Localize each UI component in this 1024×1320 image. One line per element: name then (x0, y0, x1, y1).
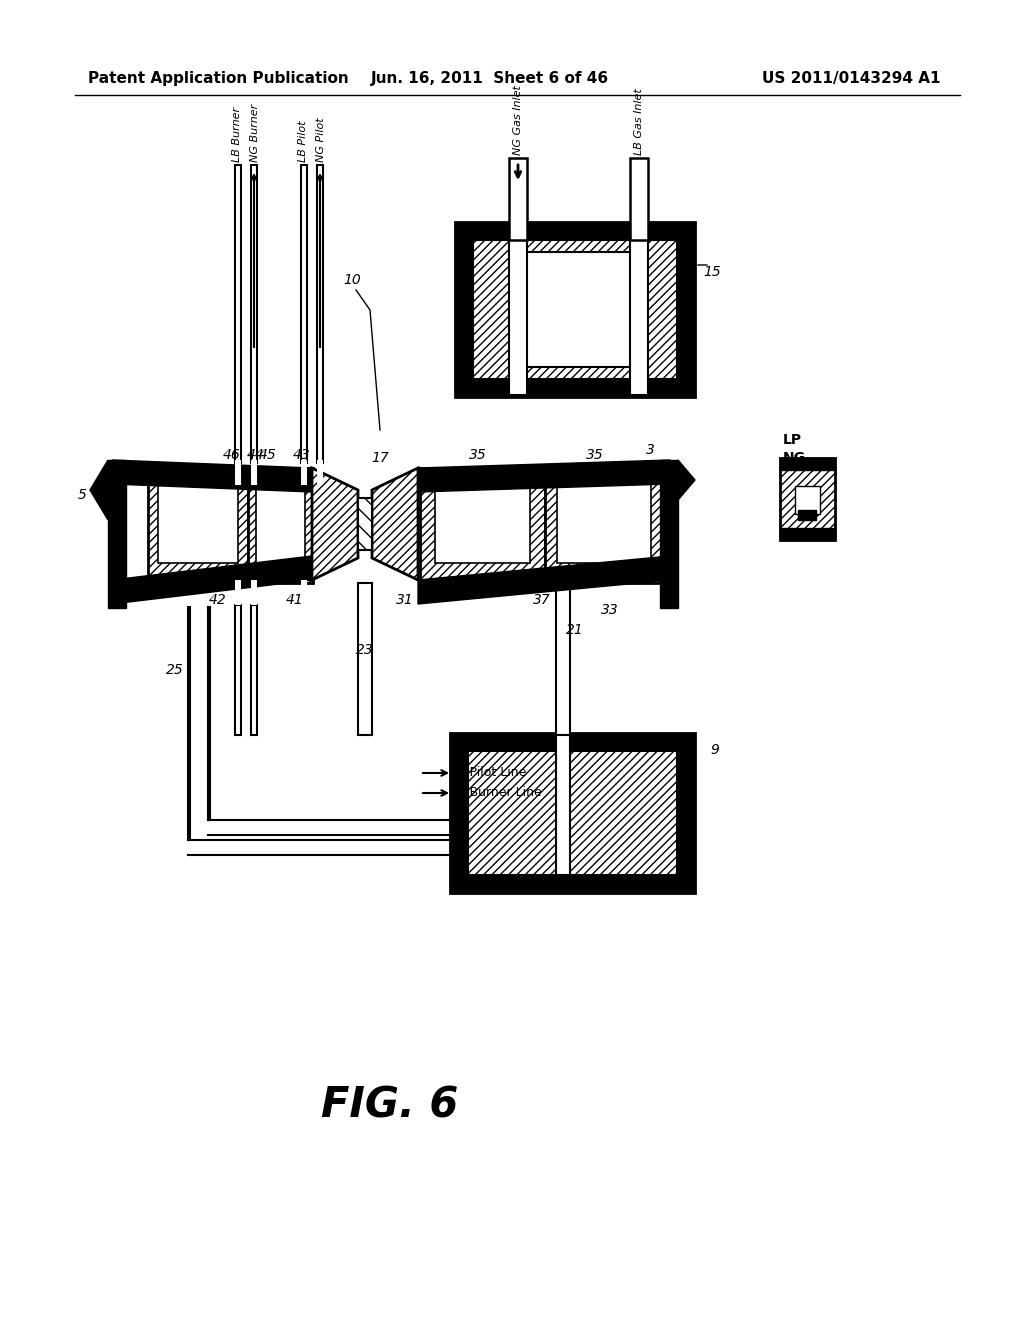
Bar (251, 165, 257, 463)
Text: NG Pilot: NG Pilot (316, 117, 326, 162)
Text: 42: 42 (209, 593, 227, 607)
Text: 41: 41 (286, 593, 304, 607)
Text: 31: 31 (396, 593, 414, 607)
Bar (317, 165, 323, 463)
Text: ← Pilot Line: ← Pilot Line (455, 767, 526, 780)
Text: US 2011/0143294 A1: US 2011/0143294 A1 (762, 70, 940, 86)
Bar (234, 605, 241, 735)
Polygon shape (418, 459, 670, 492)
Text: 9: 9 (711, 743, 720, 756)
Bar (455, 222, 695, 397)
Bar (358, 498, 372, 550)
Bar (545, 469, 663, 583)
Text: 37: 37 (534, 593, 551, 607)
Bar (301, 459, 307, 484)
Bar (158, 483, 238, 564)
Text: 23: 23 (356, 643, 374, 657)
Bar (234, 579, 241, 605)
Polygon shape (112, 459, 312, 492)
Bar (251, 579, 257, 605)
Bar (556, 583, 570, 735)
Text: 10: 10 (343, 273, 360, 286)
Text: 46: 46 (223, 447, 241, 462)
Bar (798, 510, 816, 520)
Bar (509, 158, 527, 240)
Text: 25: 25 (166, 663, 184, 677)
Text: 45: 45 (259, 447, 276, 462)
Bar (630, 240, 648, 395)
Bar (780, 458, 835, 540)
Text: 33: 33 (601, 603, 618, 616)
Text: LB Burner: LB Burner (232, 107, 242, 162)
Bar (780, 528, 835, 540)
Bar (473, 240, 677, 379)
Text: LB Gas Inlet: LB Gas Inlet (634, 88, 644, 154)
Polygon shape (678, 459, 695, 500)
Polygon shape (312, 469, 358, 579)
Bar (108, 459, 126, 609)
Text: NG Gas Inlet: NG Gas Inlet (513, 84, 523, 154)
Text: 35: 35 (586, 447, 604, 462)
Bar (234, 165, 241, 463)
Text: 21: 21 (566, 623, 584, 638)
Bar (509, 240, 527, 395)
Bar (358, 583, 372, 735)
Bar (795, 486, 820, 513)
Bar (317, 459, 323, 484)
Text: 35: 35 (469, 447, 486, 462)
Bar (557, 483, 651, 564)
Bar (556, 735, 570, 875)
Bar (435, 483, 530, 564)
Text: FIG. 6: FIG. 6 (322, 1084, 459, 1126)
Text: Jun. 16, 2011  Sheet 6 of 46: Jun. 16, 2011 Sheet 6 of 46 (371, 70, 609, 86)
Text: 5: 5 (78, 488, 86, 502)
Text: Patent Application Publication: Patent Application Publication (88, 70, 349, 86)
Bar (317, 579, 323, 605)
Text: 3: 3 (645, 444, 654, 457)
Text: NG Burner: NG Burner (250, 104, 260, 162)
Bar (510, 252, 640, 367)
Bar (251, 605, 257, 735)
Bar (248, 469, 313, 583)
Bar (301, 579, 307, 605)
Bar (256, 483, 305, 564)
Bar (450, 733, 695, 894)
Bar (148, 469, 248, 583)
Text: NG: NG (783, 451, 806, 465)
Polygon shape (372, 469, 418, 579)
Polygon shape (112, 556, 312, 605)
Text: LP: LP (783, 433, 802, 447)
Text: 44: 44 (247, 447, 265, 462)
Bar (234, 459, 241, 484)
Text: 43: 43 (293, 447, 311, 462)
Bar (630, 158, 648, 240)
Text: 15: 15 (703, 265, 721, 279)
Polygon shape (90, 459, 108, 520)
Bar (301, 165, 307, 463)
Text: LB Pilot: LB Pilot (298, 120, 308, 162)
Bar (780, 458, 835, 470)
Bar (420, 469, 545, 583)
Polygon shape (418, 556, 670, 605)
Bar (468, 751, 677, 875)
Text: 17: 17 (371, 451, 389, 465)
Bar (660, 459, 678, 609)
Bar (251, 459, 257, 484)
Text: ← Burner Line: ← Burner Line (455, 787, 542, 800)
